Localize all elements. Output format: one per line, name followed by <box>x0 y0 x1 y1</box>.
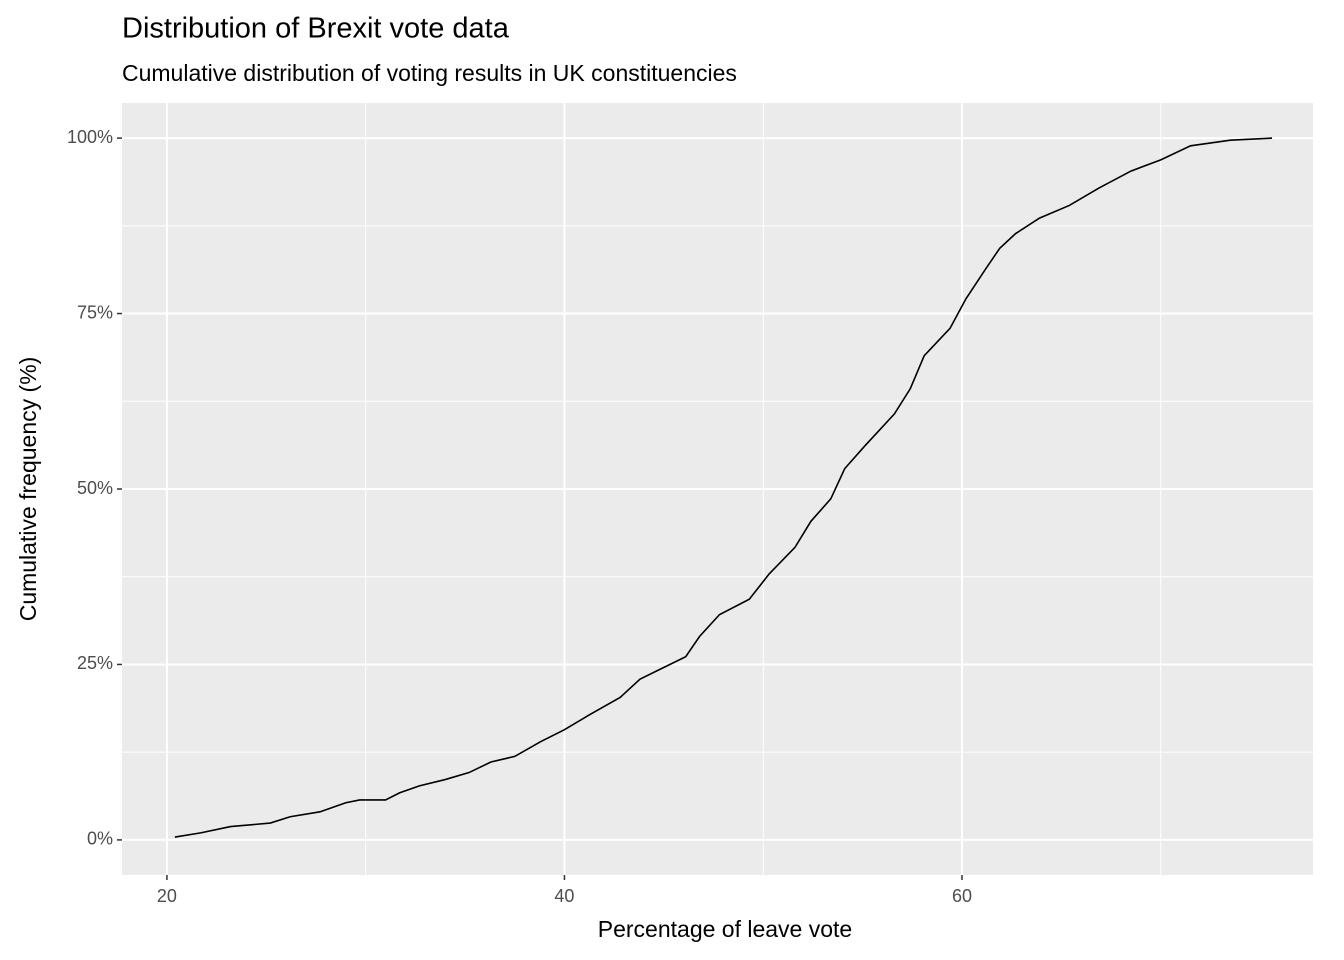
ecdf-line <box>174 137 1273 838</box>
y-tick-label: 75% <box>77 302 113 322</box>
chart-title: Distribution of Brexit vote data <box>122 13 510 45</box>
x-tick-label: 20 <box>157 886 177 906</box>
chart-subtitle: Cumulative distribution of voting result… <box>122 60 737 86</box>
y-tick-label: 50% <box>77 478 113 498</box>
y-tick-label: 25% <box>77 653 113 673</box>
x-tick-label: 60 <box>952 886 972 906</box>
y-axis-label: Cumulative frequency (%) <box>15 357 41 622</box>
y-tick-label: 100% <box>67 127 113 147</box>
y-tick-label: 0% <box>87 829 113 849</box>
x-axis-label: Percentage of leave vote <box>598 916 852 942</box>
x-tick-label: 40 <box>554 886 574 906</box>
